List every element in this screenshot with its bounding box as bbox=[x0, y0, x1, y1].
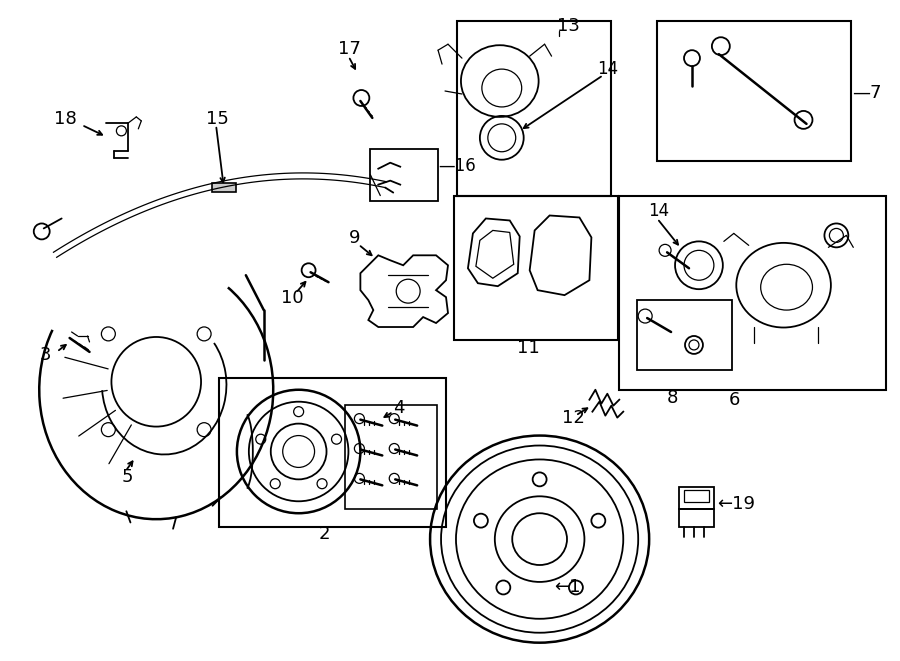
Text: 12: 12 bbox=[562, 408, 584, 426]
Bar bbox=[684, 490, 709, 502]
Text: 14: 14 bbox=[648, 202, 670, 219]
Text: 17: 17 bbox=[338, 40, 361, 58]
Text: 10: 10 bbox=[281, 289, 303, 307]
Bar bbox=[370, 149, 438, 200]
Text: 9: 9 bbox=[348, 229, 360, 247]
Bar bbox=[619, 196, 886, 390]
Text: 2: 2 bbox=[319, 525, 330, 543]
Text: 14: 14 bbox=[598, 60, 618, 78]
Bar bbox=[457, 21, 611, 196]
Text: 15: 15 bbox=[206, 110, 229, 128]
Bar bbox=[657, 21, 851, 161]
Text: 18: 18 bbox=[54, 110, 76, 128]
Text: 6: 6 bbox=[729, 391, 740, 408]
Text: 8: 8 bbox=[667, 389, 679, 407]
Bar bbox=[212, 183, 236, 192]
Bar bbox=[454, 196, 618, 340]
Text: 11: 11 bbox=[517, 339, 539, 357]
Text: 13: 13 bbox=[556, 17, 580, 35]
Text: —7: —7 bbox=[852, 84, 882, 102]
Text: —16: —16 bbox=[438, 157, 476, 175]
Bar bbox=[679, 509, 714, 527]
Text: 5: 5 bbox=[122, 469, 133, 486]
Text: 3: 3 bbox=[40, 346, 51, 364]
Text: ←1: ←1 bbox=[554, 578, 581, 596]
Bar bbox=[679, 487, 714, 509]
Bar bbox=[219, 378, 446, 527]
Bar bbox=[346, 405, 437, 509]
Text: 4: 4 bbox=[393, 399, 405, 416]
Bar bbox=[637, 300, 732, 370]
Text: ←19: ←19 bbox=[717, 495, 755, 514]
